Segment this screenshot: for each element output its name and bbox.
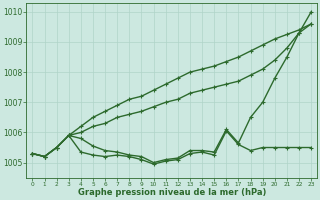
X-axis label: Graphe pression niveau de la mer (hPa): Graphe pression niveau de la mer (hPa): [77, 188, 266, 197]
